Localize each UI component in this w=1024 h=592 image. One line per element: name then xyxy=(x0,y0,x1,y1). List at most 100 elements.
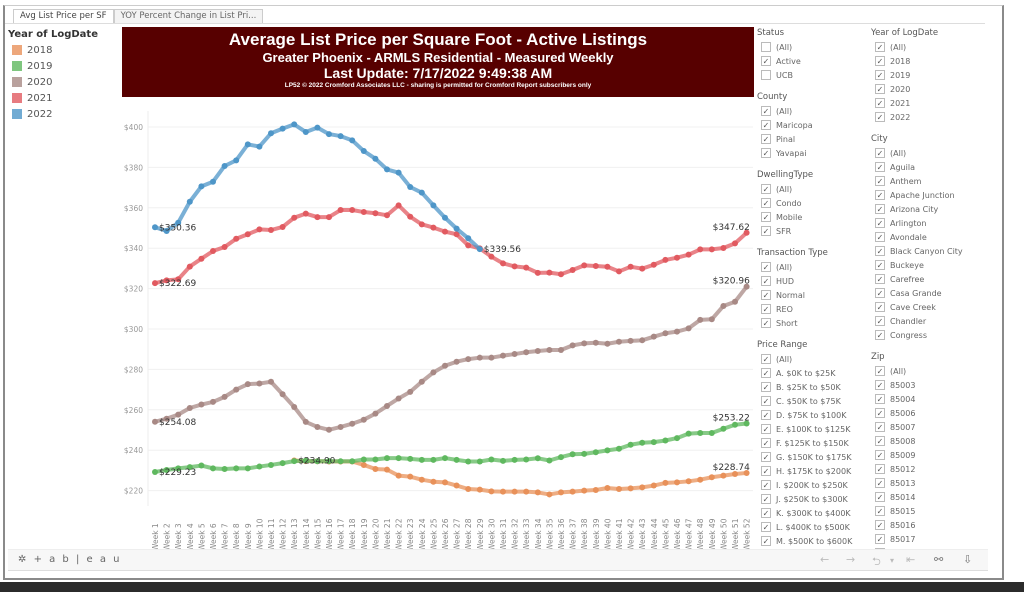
data-point[interactable] xyxy=(407,183,414,190)
data-point[interactable] xyxy=(662,437,669,444)
data-point[interactable] xyxy=(453,358,460,365)
data-point[interactable] xyxy=(372,210,379,217)
checkbox[interactable]: ✓ xyxy=(875,380,885,390)
filter-option[interactable]: ✓ (All) xyxy=(757,182,852,196)
filter-option[interactable]: ✓ (All) xyxy=(757,352,852,366)
data-point[interactable] xyxy=(360,209,367,216)
data-point[interactable] xyxy=(697,316,704,323)
checkbox[interactable]: ✓ xyxy=(761,212,771,222)
data-point[interactable] xyxy=(708,474,715,481)
data-point[interactable] xyxy=(592,262,599,269)
filter-option[interactable]: ✓ E. $100K to $125K xyxy=(757,422,852,436)
checkbox[interactable]: ✓ xyxy=(875,408,885,418)
data-point[interactable] xyxy=(616,268,622,275)
data-point[interactable] xyxy=(210,248,216,255)
data-point[interactable] xyxy=(650,333,657,340)
data-point[interactable] xyxy=(152,280,158,287)
checkbox[interactable]: ✓ xyxy=(875,506,885,516)
data-point[interactable] xyxy=(198,401,205,408)
download-icon[interactable]: ⇩ xyxy=(963,553,973,566)
data-point[interactable] xyxy=(500,457,506,464)
data-point[interactable] xyxy=(198,462,205,469)
filter-option[interactable]: ✓ 85008 xyxy=(871,434,963,448)
data-point[interactable] xyxy=(163,277,170,284)
data-point[interactable] xyxy=(488,354,495,361)
filter-option[interactable]: ✓ Casa Grande xyxy=(871,286,963,300)
data-point[interactable] xyxy=(476,354,483,361)
checkbox[interactable]: ✓ xyxy=(761,198,771,208)
checkbox[interactable]: ✓ xyxy=(875,70,885,80)
data-point[interactable] xyxy=(523,488,530,495)
checkbox[interactable]: ✓ xyxy=(761,354,771,364)
reset-icon[interactable]: ⇤ xyxy=(906,553,916,566)
data-point[interactable] xyxy=(233,386,240,393)
data-point[interactable] xyxy=(256,463,263,470)
data-point[interactable] xyxy=(453,231,460,238)
data-point[interactable] xyxy=(244,465,251,472)
checkbox[interactable] xyxy=(761,42,771,52)
filter-option[interactable]: ✓ 2018 xyxy=(871,54,963,68)
checkbox[interactable]: ✓ xyxy=(875,112,885,122)
data-point[interactable] xyxy=(430,456,437,463)
data-point[interactable] xyxy=(326,214,332,221)
filter-option[interactable]: ✓ Avondale xyxy=(871,230,963,244)
data-point[interactable] xyxy=(465,356,472,363)
data-point[interactable] xyxy=(407,388,414,395)
data-point[interactable] xyxy=(244,141,251,148)
data-point[interactable] xyxy=(384,455,390,462)
data-point[interactable] xyxy=(291,214,298,221)
data-point[interactable] xyxy=(372,465,379,472)
checkbox[interactable]: ✓ xyxy=(875,56,885,66)
data-point[interactable] xyxy=(604,447,611,454)
data-point[interactable] xyxy=(418,476,425,483)
filter-option[interactable]: ✓ C. $50K to $75K xyxy=(757,394,852,408)
data-point[interactable] xyxy=(314,214,321,221)
tableau-logo[interactable]: ✲ + a b | e a u xyxy=(18,554,121,565)
filter-option[interactable]: ✓ HUD xyxy=(757,274,852,288)
data-point[interactable] xyxy=(384,402,390,409)
filter-option[interactable]: ✓ 85006 xyxy=(871,406,963,420)
data-point[interactable] xyxy=(337,207,344,214)
data-point[interactable] xyxy=(674,435,680,442)
data-point[interactable] xyxy=(453,482,460,489)
data-point[interactable] xyxy=(476,486,483,493)
filter-option[interactable]: ✓ K. $300K to $400K xyxy=(757,506,852,520)
checkbox[interactable]: ✓ xyxy=(875,176,885,186)
filter-option[interactable]: ✓ (All) xyxy=(871,146,963,160)
data-point[interactable] xyxy=(534,269,541,276)
data-point[interactable] xyxy=(732,471,738,478)
filter-option[interactable]: ✓ 85009 xyxy=(871,448,963,462)
data-point[interactable] xyxy=(743,420,750,427)
data-point[interactable] xyxy=(511,488,518,495)
data-point[interactable] xyxy=(523,456,530,463)
data-point[interactable] xyxy=(186,198,193,205)
data-point[interactable] xyxy=(639,337,646,344)
data-point[interactable] xyxy=(511,351,518,358)
checkbox[interactable]: ✓ xyxy=(875,330,885,340)
legend-item-2018[interactable]: 2018 xyxy=(8,42,98,58)
checkbox[interactable]: ✓ xyxy=(875,520,885,530)
checkbox[interactable]: ✓ xyxy=(761,480,771,490)
checkbox[interactable]: ✓ xyxy=(875,288,885,298)
data-point[interactable] xyxy=(500,488,506,495)
data-point[interactable] xyxy=(175,219,182,226)
data-point[interactable] xyxy=(314,124,321,131)
data-point[interactable] xyxy=(581,487,588,494)
data-point[interactable] xyxy=(442,479,448,486)
data-point[interactable] xyxy=(558,271,564,278)
data-point[interactable] xyxy=(708,316,715,323)
checkbox[interactable]: ✓ xyxy=(875,190,885,200)
data-point[interactable] xyxy=(546,269,553,276)
data-point[interactable] xyxy=(500,352,506,359)
data-point[interactable] xyxy=(407,455,414,462)
data-point[interactable] xyxy=(326,458,332,465)
data-point[interactable] xyxy=(627,337,634,344)
checkbox[interactable]: ✓ xyxy=(875,492,885,502)
data-point[interactable] xyxy=(256,143,263,150)
data-point[interactable] xyxy=(558,347,564,354)
data-point[interactable] xyxy=(743,229,750,236)
data-point[interactable] xyxy=(233,465,240,472)
data-point[interactable] xyxy=(418,378,425,385)
data-point[interactable] xyxy=(186,404,193,411)
checkbox[interactable]: ✓ xyxy=(761,466,771,476)
